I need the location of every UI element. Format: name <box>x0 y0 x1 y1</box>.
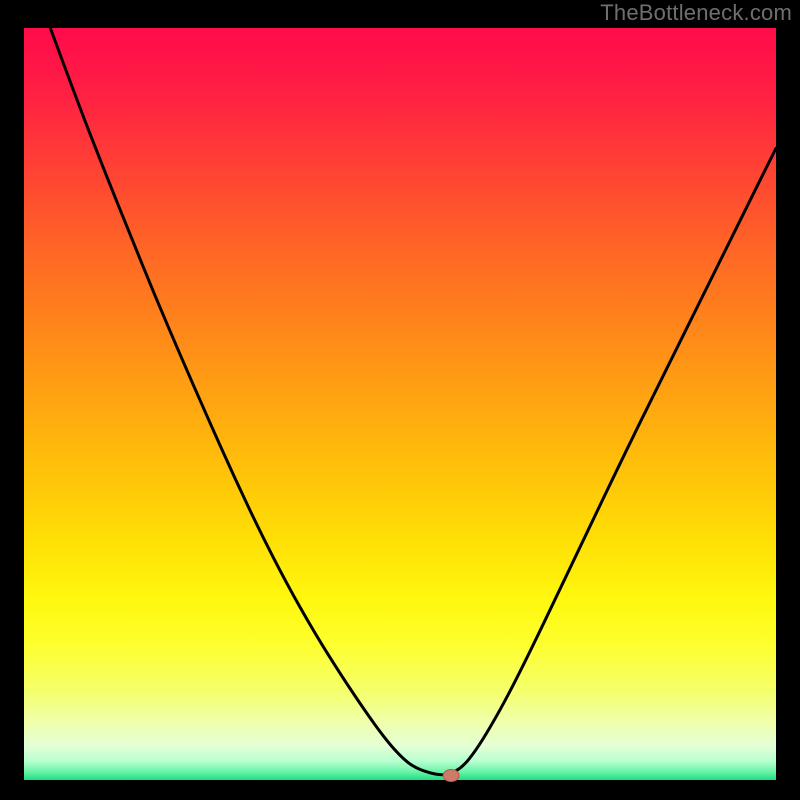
optimum-marker <box>443 769 459 781</box>
chart-container: { "attribution": { "text": "TheBottlenec… <box>0 0 800 800</box>
bottleneck-chart <box>0 0 800 800</box>
plot-background <box>24 28 776 780</box>
attribution-text: TheBottleneck.com <box>600 0 792 26</box>
